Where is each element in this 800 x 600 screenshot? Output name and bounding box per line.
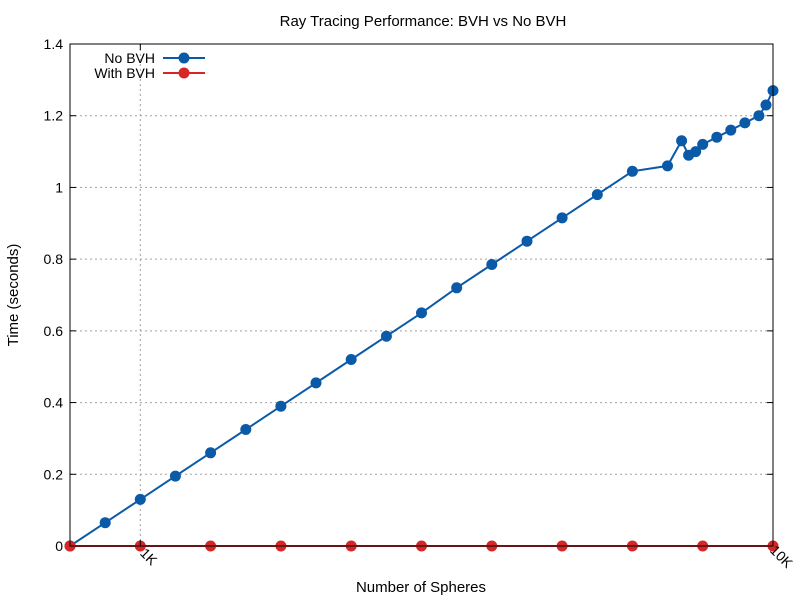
data-point: [760, 99, 772, 111]
data-point: [521, 235, 533, 247]
legend-label: No BVH: [104, 50, 155, 66]
data-point: [205, 447, 217, 459]
data-point: [169, 470, 181, 482]
y-tick-label: 0.6: [44, 323, 64, 339]
data-point: [626, 165, 638, 177]
plot-frame: [69, 43, 774, 547]
data-point: [345, 354, 357, 365]
legend-marker: [178, 52, 190, 64]
data-point: [416, 307, 427, 319]
series-layer: [64, 85, 779, 552]
data-point: [451, 282, 463, 294]
data-point: [711, 131, 723, 143]
y-tick-label: 0.4: [44, 395, 64, 411]
data-point: [725, 124, 737, 136]
data-point: [275, 400, 287, 412]
data-point: [310, 377, 322, 389]
data-point: [240, 424, 252, 435]
data-point: [662, 160, 673, 172]
data-point: [739, 117, 751, 129]
chart-title: Ray Tracing Performance: BVH vs No BVH: [280, 13, 567, 30]
series-line: [69, 90, 774, 547]
data-point: [690, 146, 702, 158]
x-axis-label: Number of Spheres: [356, 579, 486, 596]
data-point: [591, 189, 603, 201]
y-tick-label: 0.8: [44, 251, 64, 267]
data-point: [486, 259, 498, 270]
series-no-bvh: [64, 85, 779, 552]
y-tick-label: 0.2: [44, 466, 64, 482]
y-tick-label: 1: [55, 179, 63, 195]
y-tick-label: 1.2: [44, 108, 64, 124]
legend-label: With BVH: [94, 65, 155, 81]
data-point: [99, 517, 111, 529]
x-axis: 1K 10K: [137, 44, 796, 571]
data-point: [380, 330, 392, 342]
data-point: [556, 212, 568, 224]
data-point: [697, 138, 709, 150]
y-tick-label: 1.4: [44, 36, 64, 52]
data-point: [753, 110, 765, 122]
y-axis: 0 0.2 0.4 0.6 0.8 1 1.2 1.4: [44, 36, 773, 554]
data-point: [676, 135, 688, 147]
y-tick-label: 0: [55, 538, 63, 554]
grid: [70, 44, 773, 546]
y-axis-label: Time (seconds): [5, 244, 22, 347]
data-point: [134, 493, 146, 505]
legend-marker: [178, 67, 190, 79]
